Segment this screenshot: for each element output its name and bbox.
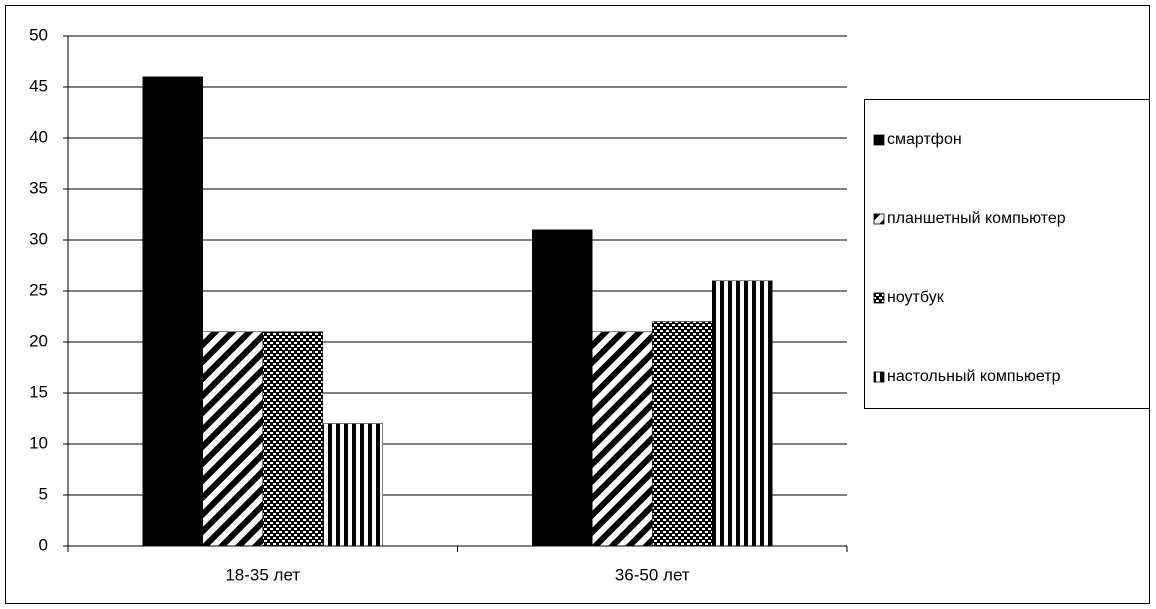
y-tick-label: 15 [29, 382, 48, 401]
bar [202, 331, 263, 547]
legend-marker [873, 213, 885, 225]
bar [652, 321, 713, 547]
legend-label: планшетный компьютер [887, 210, 1066, 227]
y-tick-label: 0 [39, 535, 48, 554]
y-tick-label: 40 [29, 127, 48, 146]
legend-label: настольный компьюетр [887, 368, 1061, 385]
bar [322, 423, 383, 547]
y-tick-label: 20 [29, 331, 48, 350]
legend-label: ноутбук [887, 289, 945, 306]
y-tick-label: 50 [29, 25, 48, 44]
legend-marker [873, 371, 885, 383]
y-tick-label: 30 [29, 229, 48, 248]
legend-marker [873, 292, 885, 304]
y-tick-label: 10 [29, 433, 48, 452]
bar [262, 331, 323, 547]
bar [592, 331, 653, 547]
x-tick-label: 18-35 лет [225, 565, 300, 584]
legend-box [864, 99, 1150, 409]
y-tick-label: 5 [39, 484, 48, 503]
legend-marker [873, 134, 885, 146]
bar [712, 280, 773, 547]
y-tick-label: 35 [29, 178, 48, 197]
y-tick-label: 45 [29, 76, 48, 95]
legend-label: смартфон [887, 131, 962, 148]
y-tick-label: 25 [29, 280, 48, 299]
x-tick-label: 36-50 лет [615, 565, 690, 584]
bar [142, 76, 203, 547]
bar [532, 229, 593, 547]
